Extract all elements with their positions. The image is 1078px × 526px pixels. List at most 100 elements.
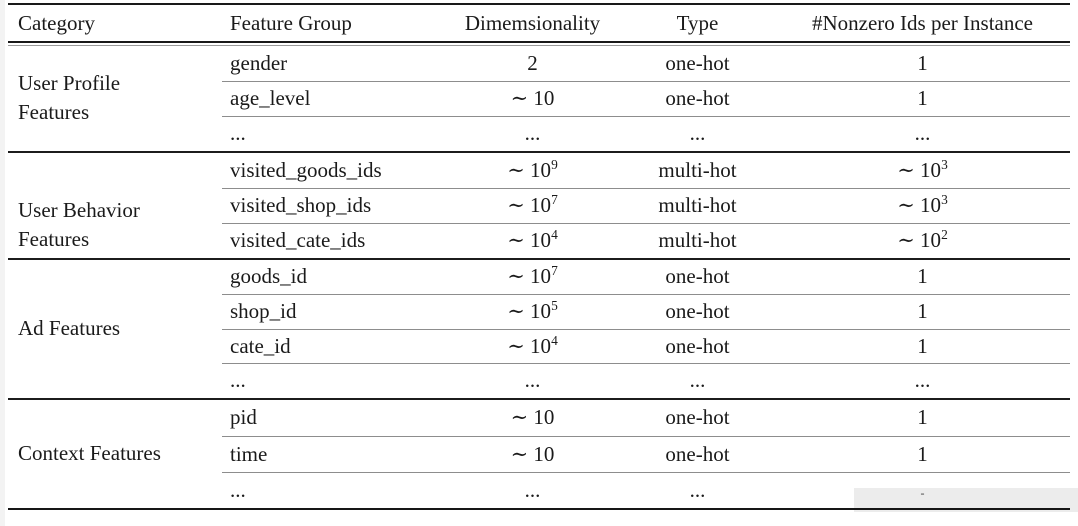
- exponent: 7: [551, 263, 558, 279]
- value-text: 1: [917, 441, 928, 466]
- dimensionality-cell: ∼ 104: [445, 334, 620, 359]
- table-row: visited_cate_ids ∼ 104 multi-hot ∼ 102: [222, 222, 1070, 258]
- top-rule: [8, 3, 1070, 5]
- table-row: shop_id ∼ 105 one-hot 1: [222, 294, 1070, 329]
- dimensionality-cell: ...: [445, 368, 620, 393]
- group-rows: visited_goods_ids ∼ 109 multi-hot ∼ 103 …: [222, 153, 1070, 258]
- feature-group-cell: goods_id: [230, 264, 308, 289]
- dimensionality-cell: ∼ 10: [445, 86, 620, 111]
- type-cell: ...: [689, 121, 706, 145]
- dimensionality-cell: ∼ 10: [445, 442, 620, 467]
- bottom-rule: [8, 507, 1070, 510]
- nonzero-ids-cell: ∼ 103: [775, 156, 1070, 183]
- exponent: 4: [551, 227, 558, 242]
- table-header-row: Category Feature Group Dimemsionality Ty…: [8, 5, 1070, 41]
- nonzero-ids-cell: ∼ 103: [775, 193, 1070, 218]
- dimensionality-cell: ...: [445, 121, 620, 146]
- dimensionality-cell: ∼ 107: [445, 193, 620, 218]
- feature-group-cell: shop_id: [230, 299, 297, 324]
- table-row: time ∼ 10 one-hot 1: [222, 435, 1070, 472]
- feature-group-cell: age_level: [230, 86, 311, 110]
- table-row: visited_goods_ids ∼ 109 multi-hot ∼ 103: [222, 153, 1070, 188]
- group-rows: pid ∼ 10 one-hot 1 time ∼ 10 one-hot 1 .…: [222, 400, 1070, 508]
- value-text: 2: [527, 50, 538, 75]
- dimensionality-cell: ...: [445, 478, 620, 503]
- category-cell: Ad Features: [8, 260, 222, 398]
- col-header-type: Type: [676, 10, 719, 35]
- value-text: ...: [914, 121, 931, 145]
- dimensionality-cell: ∼ 107: [445, 264, 620, 289]
- table-row: gender 2 one-hot 1: [222, 46, 1070, 81]
- value-text: ∼ 10: [507, 264, 552, 289]
- category-line: User Profile: [18, 71, 121, 95]
- nonzero-ids-cell: ∼ 102: [775, 228, 1070, 253]
- nonzero-ids-cell: 1: [775, 51, 1070, 76]
- table-row: pid ∼ 10 one-hot 1: [222, 400, 1070, 436]
- exponent: 9: [551, 156, 558, 172]
- category-line: Ad Features: [18, 316, 121, 340]
- value-text: ∼ 10: [510, 441, 555, 466]
- value-text: ∼ 10: [507, 299, 552, 324]
- exponent: 4: [551, 332, 558, 348]
- feature-group-cell: gender: [230, 50, 288, 75]
- value-text: ∼ 10: [897, 193, 942, 217]
- table-group-user-profile: User Profile Features gender 2 one-hot 1…: [8, 46, 1070, 151]
- header-rule-light: [8, 44, 1070, 46]
- dimensionality-cell: ∼ 104: [445, 228, 620, 253]
- nonzero-ids-cell: -: [775, 478, 1070, 503]
- section-rule: [8, 397, 1070, 400]
- category-line: Features: [18, 100, 90, 124]
- value-text: ...: [914, 368, 931, 393]
- feature-group-cell: ...: [230, 477, 246, 502]
- value-text: ∼ 10: [507, 157, 552, 182]
- exponent: 3: [941, 156, 948, 172]
- exponent: 2: [941, 227, 948, 242]
- type-cell: one-hot: [665, 333, 730, 358]
- table-row: ... ... ... -: [222, 471, 1070, 508]
- value-text: ∼ 10: [510, 86, 555, 110]
- value-text: ...: [524, 121, 541, 145]
- value-text: ∼ 10: [897, 157, 942, 182]
- exponent: 7: [551, 192, 558, 207]
- category-cell: User Behavior Features: [8, 153, 222, 258]
- nonzero-ids-cell: ...: [775, 368, 1070, 393]
- type-cell: one-hot: [665, 50, 730, 75]
- category-cell: Context Features: [8, 400, 222, 508]
- nonzero-ids-cell: ...: [775, 121, 1070, 146]
- value-text: ∼ 10: [507, 333, 552, 358]
- type-cell: multi-hot: [658, 228, 737, 252]
- value-text: 1: [917, 264, 928, 289]
- table-row: ... ... ... ...: [222, 363, 1070, 398]
- table-group-user-behavior: User Behavior Features visited_goods_ids…: [8, 153, 1070, 258]
- value-text: ...: [524, 477, 541, 502]
- table-row: cate_id ∼ 104 one-hot 1: [222, 328, 1070, 364]
- nonzero-ids-cell: 1: [775, 442, 1070, 467]
- category-cell: User Profile Features: [8, 46, 222, 151]
- feature-group-cell: visited_goods_ids: [230, 157, 382, 182]
- table-group-ad-features: Ad Features goods_id ∼ 107 one-hot 1 sho…: [8, 260, 1070, 398]
- feature-group-cell: visited_cate_ids: [230, 228, 366, 252]
- type-cell: ...: [689, 368, 706, 393]
- table-row: ... ... ... ...: [222, 115, 1070, 151]
- nonzero-ids-cell: 1: [775, 86, 1070, 111]
- col-header-feature-group: Feature Group: [230, 10, 352, 35]
- table-row: goods_id ∼ 107 one-hot 1: [222, 260, 1070, 295]
- feature-group-cell: ...: [230, 121, 246, 145]
- value-text: ∼ 10: [507, 228, 552, 252]
- feature-group-cell: visited_shop_ids: [230, 193, 372, 217]
- category-line: Context Features: [18, 441, 161, 465]
- feature-group-cell: time: [230, 441, 268, 466]
- feature-group-cell: cate_id: [230, 333, 291, 358]
- page-edge-shade: [0, 0, 5, 526]
- value-text: ∼ 10: [510, 405, 555, 429]
- value-text: ...: [524, 368, 541, 393]
- section-rule: [8, 150, 1070, 153]
- col-header-category: Category: [18, 10, 95, 35]
- table-row: visited_shop_ids ∼ 107 multi-hot ∼ 103: [222, 187, 1070, 223]
- dimensionality-cell: ∼ 10: [445, 405, 620, 430]
- feature-group-cell: pid: [230, 405, 257, 429]
- type-cell: multi-hot: [658, 193, 737, 217]
- type-cell: one-hot: [665, 405, 730, 429]
- col-header-dimensionality: Dimemsionality: [464, 10, 601, 35]
